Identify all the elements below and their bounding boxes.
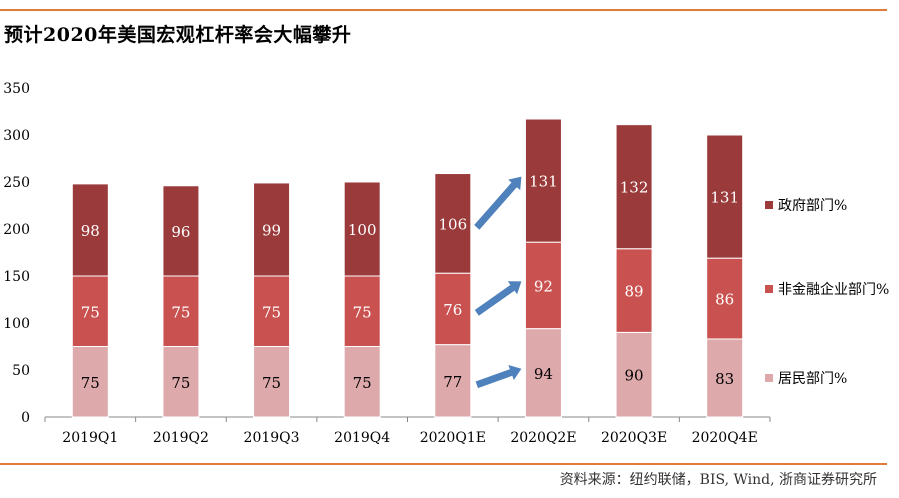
data-label: 75 <box>171 303 190 321</box>
data-label: 75 <box>81 374 100 392</box>
x-tick-label: 2020Q4E <box>692 430 758 446</box>
bar-segment <box>524 328 562 418</box>
bar-segment <box>162 185 200 277</box>
bar-segment <box>615 331 653 418</box>
trend-arrow <box>475 365 522 389</box>
data-label: 75 <box>353 374 372 392</box>
arrows <box>474 176 522 389</box>
x-tick-label: 2019Q1 <box>62 430 118 446</box>
data-label: 100 <box>348 221 377 239</box>
top-rule <box>0 9 887 11</box>
bar-segment <box>71 183 109 277</box>
y-tick-label: 150 <box>3 269 30 285</box>
data-label: 90 <box>625 367 644 385</box>
bar-segment <box>524 241 562 330</box>
x-tick-label: 2020Q3E <box>601 430 667 446</box>
source-note: 资料来源：纽约联储，BIS, Wind, 浙商证券研究所 <box>559 472 877 488</box>
data-label: 75 <box>262 303 281 321</box>
data-label: 77 <box>443 373 462 391</box>
y-tick-label: 300 <box>3 128 30 144</box>
bar-segment <box>524 118 562 243</box>
chart-title: 预计2020年美国宏观杠杆率会大幅攀升 <box>4 24 352 46</box>
bar-segment <box>343 181 381 277</box>
bar-segment <box>706 134 744 259</box>
bar-segment <box>343 275 381 347</box>
legend: 政府部门% 非金融企业部门% 居民部门% <box>765 198 889 387</box>
bar-segment <box>434 344 472 418</box>
data-label: 89 <box>625 283 644 301</box>
data-label: 75 <box>262 374 281 392</box>
bar-segment <box>615 124 653 250</box>
bar-segment <box>706 338 744 418</box>
x-tick-label: 2019Q2 <box>153 430 209 446</box>
bar-segment <box>71 346 109 418</box>
legend-swatch <box>765 201 773 209</box>
bar-segment <box>253 275 291 347</box>
data-label: 131 <box>529 173 558 191</box>
y-tick-label: 100 <box>3 316 30 332</box>
data-label: 131 <box>710 189 739 207</box>
bottom-rule <box>0 463 887 465</box>
data-label: 96 <box>171 223 190 241</box>
bar-segment <box>434 272 472 346</box>
y-tick-label: 350 <box>3 81 30 97</box>
trend-arrow <box>474 176 522 230</box>
data-label: 132 <box>620 179 649 197</box>
data-label: 92 <box>534 277 553 295</box>
data-label: 94 <box>534 365 553 383</box>
data-label: 106 <box>438 215 467 233</box>
bars: 75 75 98 75 75 96 75 75 99 75 75 100 77 76 106 94 92 131 9… <box>71 118 744 418</box>
y-tick-label: 200 <box>3 222 30 238</box>
x-tick-label: 2019Q4 <box>334 430 390 446</box>
legend-swatch <box>765 374 773 382</box>
data-label: 86 <box>715 291 734 309</box>
data-label: 75 <box>171 374 190 392</box>
data-label: 75 <box>81 303 100 321</box>
trend-arrow <box>474 281 522 316</box>
bar-segment <box>434 173 472 274</box>
bar-segment <box>343 346 381 418</box>
bar-segment <box>253 346 291 418</box>
y-tick-label: 250 <box>3 175 30 191</box>
bar-segment <box>253 182 291 277</box>
y-tick-label: 50 <box>12 363 30 379</box>
bar-segment <box>706 257 744 340</box>
y-axis: 0 50 100 150 200 250 300 350 <box>3 81 30 426</box>
data-label: 83 <box>715 370 734 388</box>
data-label: 98 <box>81 222 100 240</box>
y-tick-label: 0 <box>21 410 30 426</box>
x-tick-label: 2019Q3 <box>244 430 300 446</box>
x-axis: 2019Q1 2019Q2 2019Q3 2019Q4 2020Q1E 2020Q2E 20… <box>44 416 771 446</box>
x-tick-label: 2020Q2E <box>510 430 576 446</box>
stacked-bar-chart: 0 50 100 150 200 250 300 350 2019Q1 2019Q2 2019Q3… <box>3 81 889 446</box>
legend-label: 政府部门% <box>778 198 847 214</box>
data-label: 75 <box>353 303 372 321</box>
x-tick-label: 2020Q1E <box>420 430 486 446</box>
bar-segment <box>162 275 200 347</box>
legend-label: 居民部门% <box>778 371 847 387</box>
legend-swatch <box>765 285 773 293</box>
data-label: 76 <box>443 301 462 319</box>
data-label: 99 <box>262 221 281 239</box>
legend-label: 非金融企业部门% <box>778 281 889 298</box>
